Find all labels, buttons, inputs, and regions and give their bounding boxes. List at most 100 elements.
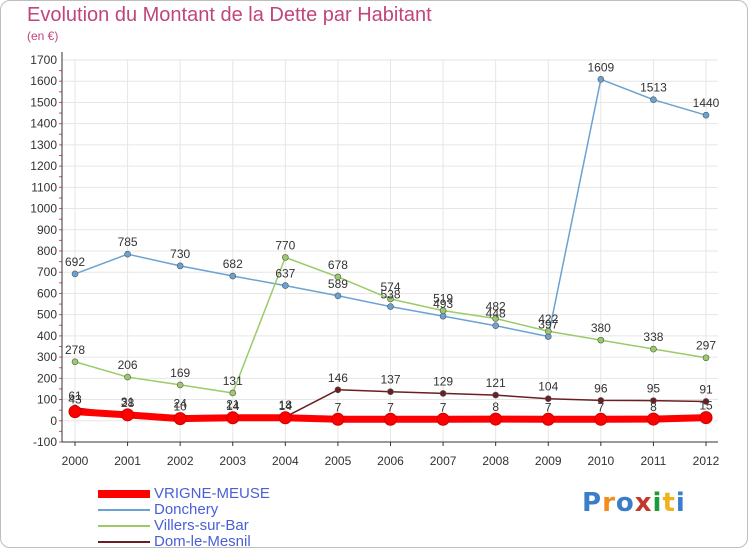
y-tick-label: 400 [37,329,57,343]
y-tick-label: 1200 [30,159,57,173]
data-label: 589 [328,277,348,291]
data-point [282,254,289,261]
y-tick-label: 900 [37,223,57,237]
y-tick-label: -100 [33,435,57,449]
data-label: 14 [279,399,293,413]
data-label: 206 [118,358,138,372]
data-label: 131 [223,374,243,388]
data-label: 397 [538,318,558,332]
x-tick-label: 2000 [62,454,89,468]
data-label: 297 [696,339,716,353]
data-label: 422 [538,312,558,326]
data-point [71,270,79,278]
data-point [646,412,660,426]
data-label: 730 [170,247,190,261]
data-point [439,307,447,314]
data-label: 28 [121,396,135,410]
data-label: 682 [223,257,243,271]
data-label: 95 [647,382,661,396]
data-label: 31 [121,395,135,409]
data-label: 104 [538,380,558,394]
data-point [334,292,342,300]
data-point [492,315,499,322]
data-point [597,76,605,83]
y-tick-label: 600 [37,286,57,300]
legend-swatch [98,525,150,527]
data-label: 519 [433,292,453,306]
chart-legend: VRIGNE-MEUSE Donchery Villers-sur-Bar Dom-l… [98,485,338,550]
data-label: 8 [650,400,657,414]
data-point [650,96,657,103]
data-label: 380 [591,321,611,335]
y-tick-label: 100 [37,393,57,407]
data-point [229,272,237,280]
data-label: 61 [68,389,82,403]
data-label: 1440 [693,96,720,110]
data-label: 493 [433,297,453,311]
data-label: 7 [597,400,604,414]
data-point [594,412,608,426]
logo-letter: i [652,488,663,518]
y-tick-label: 1000 [30,202,57,216]
y-tick-label: 1500 [30,95,57,109]
logo-letter: x [634,488,653,518]
data-point [544,327,552,335]
data-point [702,354,710,362]
legend-item: Villers-sur-Bar [98,517,338,534]
data-label: 7 [335,400,342,414]
logo-letter: i [675,488,686,518]
data-point [702,111,710,119]
y-tick-label: 200 [37,371,57,385]
legend-label: Villers-sur-Bar [154,517,249,534]
data-label: 678 [328,258,348,272]
data-label: 7 [387,400,394,414]
legend-label: Donchery [154,501,219,518]
y-tick-label: 500 [37,308,57,322]
data-point [439,312,447,320]
y-tick-label: 0 [50,414,57,428]
legend-item: Donchery [98,501,338,518]
logo-letter: r [602,488,616,518]
y-tick-label: 700 [37,265,57,279]
data-point [226,411,240,425]
data-point [541,412,555,426]
data-point [387,388,394,396]
data-point [229,389,237,397]
legend-label: VRIGNE-MEUSE [154,485,270,502]
logo-letter: P [582,488,603,518]
legend-swatch [98,509,150,511]
data-point [702,398,710,405]
data-label: 1513 [640,81,667,95]
data-label: 14 [226,399,240,413]
x-tick-label: 2010 [587,454,614,468]
data-point [334,386,342,394]
legend-item: VRIGNE-MEUSE [98,485,338,502]
proxiti-logo: Proxiti [582,488,686,518]
x-tick-label: 2007 [430,454,457,468]
data-point [331,412,345,426]
data-point [650,397,657,404]
data-label: 8 [492,400,499,414]
y-tick-label: 1600 [30,74,57,88]
data-label: 24 [173,397,187,411]
data-point [387,303,394,310]
data-point [387,295,394,303]
data-label: 91 [699,382,713,396]
data-label: 7 [440,400,447,414]
x-tick-label: 2001 [114,454,141,468]
y-tick-label: 1400 [30,117,57,131]
data-label: 146 [328,371,348,385]
data-point [278,411,292,425]
data-label: 43 [68,393,82,407]
data-point [544,395,552,403]
chart-title: Evolution du Montant de la Dette par Hab… [27,4,432,26]
data-label: 10 [173,400,187,414]
legend-label: Dom-le-Mesnil [154,533,251,550]
y-tick-label: 300 [37,350,57,364]
data-point [334,273,342,281]
data-point [176,262,184,270]
data-point [124,373,131,381]
data-point [384,412,397,426]
data-point [597,397,605,404]
